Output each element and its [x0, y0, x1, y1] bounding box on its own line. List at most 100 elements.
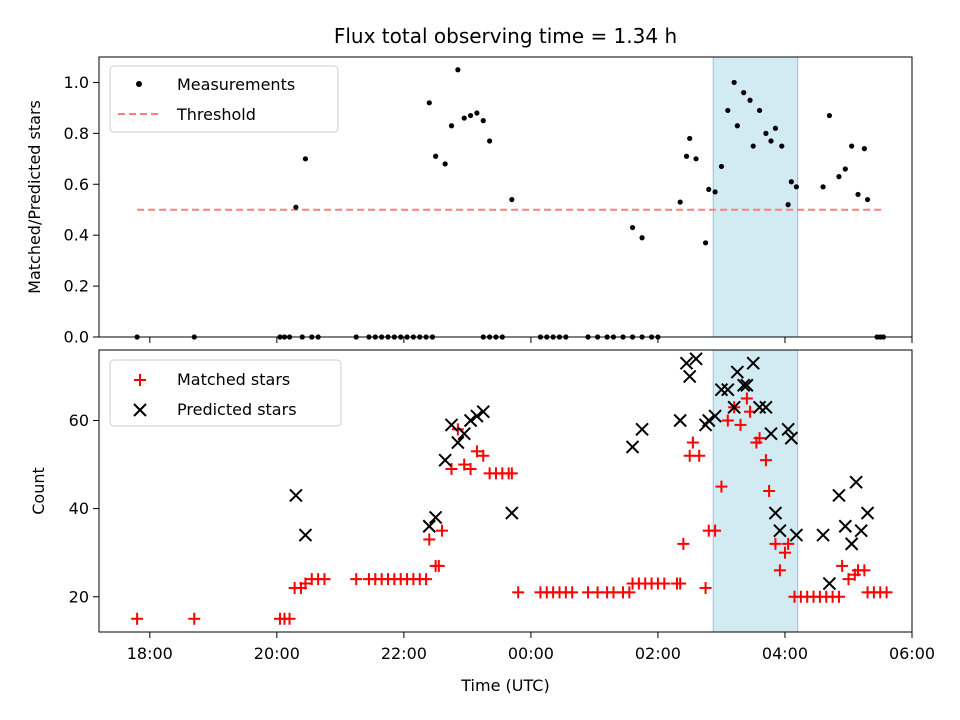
predicted-star-point [816, 528, 830, 542]
matched-star-point [715, 480, 728, 493]
bottom-highlight-span [712, 349, 799, 633]
measurement-point [639, 235, 645, 241]
matched-star-point [445, 462, 458, 475]
matched-star-point [283, 612, 296, 625]
measurement-point [836, 174, 842, 180]
matched-star-point [658, 577, 671, 590]
top-highlight-span [712, 56, 799, 338]
matched-star-point [677, 537, 690, 550]
predicted-star-point [289, 488, 303, 503]
measurement-point [842, 166, 848, 172]
measurement-point [433, 153, 439, 159]
predicted-star-point [470, 409, 484, 423]
predicted-star-point [679, 356, 694, 370]
matched-star-point [782, 537, 795, 550]
predicted-star-point [689, 352, 703, 366]
predicted-star-point [789, 528, 804, 542]
matched-star-point [420, 573, 433, 586]
legend-measurements-marker [136, 81, 142, 87]
measurement-point [712, 189, 718, 195]
bottom-x-ticks: 18:00 20:00 22:00 00:00 02:00 04:00 06:00 [127, 632, 935, 663]
predicted-star-point [768, 506, 783, 520]
top-legend: Measurements Threshold [109, 65, 339, 133]
measurement-point [467, 112, 474, 119]
matched-star-point [435, 524, 448, 537]
bottom-x-tick-label: 04:00 [762, 644, 808, 663]
matched-star-point [423, 533, 436, 546]
predicted-star-point [463, 413, 478, 428]
measurement-point [779, 143, 785, 149]
matched-star-point [763, 485, 776, 497]
predicted-star-point [759, 400, 773, 414]
matched-star-point [188, 612, 201, 625]
top-y-tick-label: 0.6 [64, 175, 89, 194]
top-y-tick-label: 0.2 [64, 277, 89, 296]
legend-predicted-marker [133, 403, 147, 417]
predicted-star-point [727, 400, 741, 414]
predicted-star-point [730, 365, 745, 379]
measurement-point [855, 191, 861, 198]
top-legend-box [109, 65, 339, 133]
measurement-point [756, 107, 763, 114]
measurement-point [768, 138, 774, 144]
measurement-point [480, 118, 486, 124]
predicted-star-point [702, 413, 716, 428]
matched-star-point [740, 392, 753, 405]
measurement-point [734, 123, 740, 129]
measurement-point [474, 110, 480, 116]
measurement-point [747, 97, 753, 103]
predicted-star-point [784, 431, 799, 445]
matched-star-point [623, 586, 636, 599]
bottom-y-tick-label: 40 [69, 499, 89, 518]
matched-star-point [674, 577, 687, 590]
predicted-star-point [451, 435, 465, 450]
top-panel: 0.0 0.2 0.4 0.6 0.8 1.0 Flux total observing … [25, 24, 913, 347]
measurement-point [487, 138, 493, 144]
predicted-star-point [860, 506, 875, 520]
bottom-x-tick-label: 02:00 [635, 644, 681, 663]
bottom-y-ticks: 20 40 60 [69, 411, 99, 606]
measurement-point [772, 125, 779, 131]
predicted-star-point [822, 576, 837, 591]
matched-star-point [773, 564, 786, 577]
matched-star-point [470, 445, 483, 458]
matched-star-point [832, 590, 845, 603]
bottom-y-tick-label: 20 [69, 587, 89, 606]
predicted-star-point [752, 400, 767, 414]
predicted-star-point [457, 427, 471, 441]
measurement-point [750, 143, 756, 149]
matched-star-point [759, 454, 772, 467]
top-x-ticks [149, 337, 913, 343]
legend-threshold-label: Threshold [176, 105, 256, 124]
measurement-point [826, 112, 833, 119]
top-y-tick-label: 0.0 [64, 328, 89, 347]
measurement-point [741, 90, 747, 96]
matched-star-point [451, 423, 464, 436]
bottom-x-tick-label: 18:00 [127, 644, 173, 663]
matched-star-point [734, 418, 747, 431]
predicted-star-point [714, 382, 729, 397]
matched-star-point [709, 524, 722, 537]
measurement-point [461, 115, 467, 121]
predicted-star-point [721, 382, 735, 397]
matched-star-point [769, 537, 782, 550]
x-axis-label: Time (UTC) [460, 676, 549, 695]
predicted-stars-points [289, 352, 875, 591]
measurement-point [293, 204, 299, 210]
measurement-point [702, 240, 709, 246]
bottom-axes-frame [98, 349, 913, 633]
measurement-point [302, 156, 309, 162]
measurement-point [509, 196, 515, 203]
predicted-star-point [838, 519, 853, 533]
measurement-point [785, 202, 791, 208]
predicted-star-point [476, 404, 490, 419]
legend-matched-marker [134, 374, 146, 386]
legend-predicted-label: Predicted stars [177, 400, 297, 419]
measurement-point [683, 153, 690, 159]
predicted-star-point [773, 523, 787, 538]
predicted-star-point [849, 475, 863, 489]
predicted-star-point [736, 378, 751, 392]
measurement-point [455, 67, 461, 73]
predicted-star-point [673, 413, 687, 428]
matched-star-point [458, 458, 471, 471]
